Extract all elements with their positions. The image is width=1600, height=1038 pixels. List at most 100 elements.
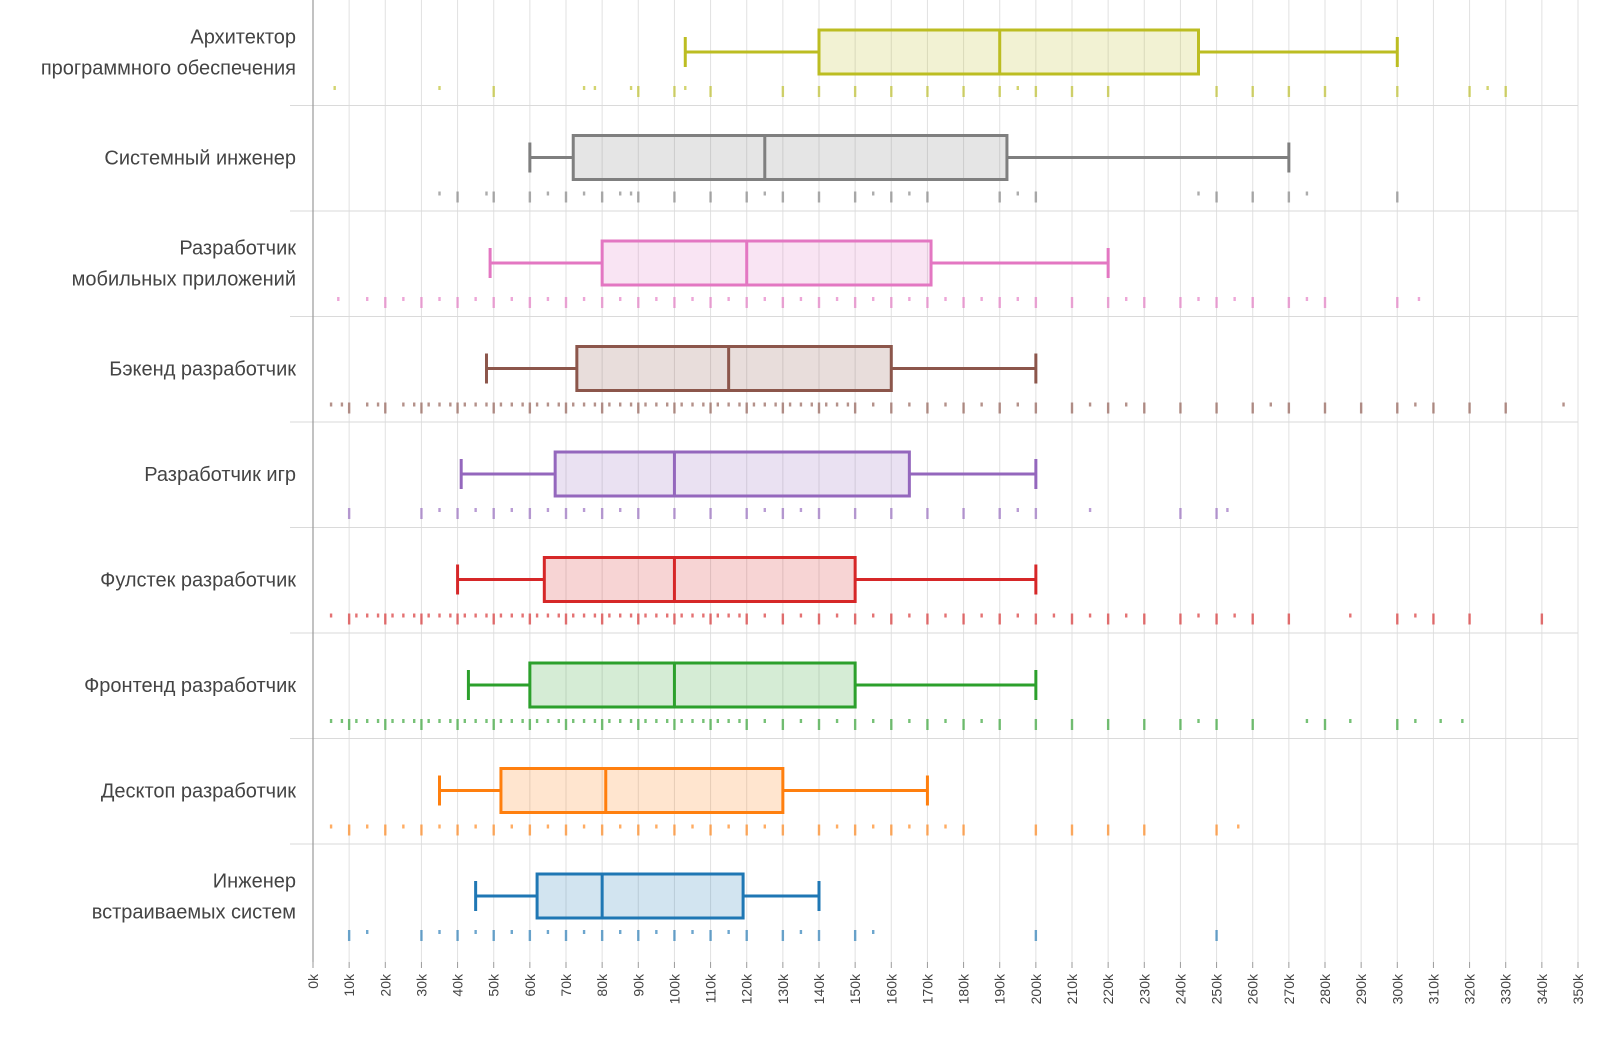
series-0-point-21 <box>1215 86 1218 97</box>
series-5-point-39 <box>691 613 694 618</box>
series-0-point-18 <box>1034 86 1038 97</box>
series-6-point-30 <box>600 719 604 730</box>
series-4-point-2 <box>438 508 441 512</box>
series-5-point-56 <box>944 613 947 618</box>
tick-label-120k: 120k <box>739 973 755 1004</box>
series-6-point-54 <box>890 719 893 730</box>
series-1-point-11 <box>637 191 640 203</box>
series-2-point-3 <box>402 297 405 301</box>
series-8-point-13 <box>619 930 622 934</box>
series-8-point-9 <box>546 930 550 934</box>
series-5-point-42 <box>716 613 719 618</box>
series-6-point-41 <box>702 719 705 723</box>
series-5-point-8 <box>413 613 416 618</box>
series-3-point-20 <box>528 402 532 414</box>
series-5-point-41 <box>709 613 712 625</box>
series-2-point-37 <box>1016 297 1019 301</box>
series-7-point-25 <box>781 824 785 836</box>
series-7-point-14 <box>582 824 586 829</box>
series-2-point-50 <box>1323 297 1327 308</box>
series-3-point-11 <box>449 402 452 407</box>
series-6-point-16 <box>474 719 477 723</box>
series-8-label-line-1: встраиваемых систем <box>92 902 296 924</box>
series-2-point-22 <box>745 297 748 308</box>
series-4-point-21 <box>853 508 857 519</box>
series-8-point-4 <box>456 930 459 941</box>
series-6-point-44 <box>727 719 730 723</box>
series-3-point-61 <box>944 402 947 407</box>
series-2-point-24 <box>781 297 785 308</box>
series-3-point-67 <box>1070 402 1074 414</box>
boxes-layer <box>438 28 1399 920</box>
series-7-point-21 <box>709 824 712 836</box>
series-5-point-74 <box>1349 613 1352 618</box>
series-3-point-7 <box>413 402 416 407</box>
series-5-point-64 <box>1088 613 1092 618</box>
series-3-point-14 <box>474 402 477 407</box>
series-5-point-34 <box>644 613 647 618</box>
series-2-point-12 <box>564 297 568 308</box>
tick-label-190k: 190k <box>992 973 1008 1004</box>
series-6-point-5 <box>376 719 380 723</box>
series-1-point-16 <box>781 191 785 203</box>
series-2-point-20 <box>709 297 712 308</box>
series-3-point-6 <box>402 402 405 407</box>
series-4-point-17 <box>763 508 766 512</box>
category-labels: Архитектор программного обеспечения Систем… <box>41 27 296 924</box>
series-4-point-10 <box>582 508 586 512</box>
series-7-point-9 <box>492 824 495 836</box>
series-5-point-33 <box>637 613 640 625</box>
series-6-point-56 <box>926 719 929 730</box>
series-6-point-11 <box>427 719 430 723</box>
series-6-point-60 <box>998 719 1001 730</box>
series-2-point-1 <box>366 297 369 301</box>
tick-label-320k: 320k <box>1462 973 1478 1004</box>
tick-label-90k: 90k <box>630 973 646 997</box>
series-1-point-19 <box>872 191 875 196</box>
series-5-point-54 <box>908 613 911 618</box>
series-6-point-27 <box>572 719 575 723</box>
series-3-point-50 <box>799 402 803 407</box>
series-3-point-17 <box>499 402 503 407</box>
series-7-point-23 <box>745 824 748 836</box>
series-3-point-48 <box>781 402 785 414</box>
series-1-point-31 <box>1396 191 1399 203</box>
series-5-point-7 <box>402 613 405 618</box>
series-4-point-7 <box>528 508 532 519</box>
series-7-point-5 <box>420 824 423 836</box>
series-5-point-55 <box>926 613 929 625</box>
series-3-point-45 <box>752 402 756 407</box>
series-2-point-16 <box>637 297 640 308</box>
series-5-point-38 <box>680 613 683 618</box>
series-7-point-28 <box>853 824 857 836</box>
series-8-point-23 <box>817 930 821 941</box>
series-4-point-23 <box>926 508 929 519</box>
series-8-label-line-0: Инженер <box>213 871 296 893</box>
series-5-point-70 <box>1215 613 1218 625</box>
series-5-label-line-0: Фулстек разработчик <box>100 570 296 592</box>
series-7-point-2 <box>366 824 369 829</box>
series-3-point-83 <box>1504 402 1507 414</box>
tick-label-10k: 10k <box>341 973 357 997</box>
series-3-box <box>575 345 893 392</box>
series-8-point-25 <box>872 930 875 934</box>
series-7-point-12 <box>546 824 550 829</box>
series-4-point-16 <box>745 508 748 519</box>
series-0-point-19 <box>1070 86 1074 97</box>
series-6-point-49 <box>799 719 803 723</box>
series-6-point-59 <box>980 719 983 723</box>
category-separators <box>290 105 1578 845</box>
series-2-point-35 <box>980 297 983 301</box>
series-7-point-32 <box>926 824 929 836</box>
series-2-point-51 <box>1396 297 1399 308</box>
series-1-point-25 <box>1034 191 1038 203</box>
series-5-point-24 <box>557 613 560 618</box>
series-2-point-44 <box>1197 297 1200 301</box>
series-0-point-22 <box>1251 86 1254 97</box>
tick-label-160k: 160k <box>883 973 899 1004</box>
series-2-point-29 <box>872 297 875 301</box>
series-3-point-0 <box>329 402 333 407</box>
series-6-point-6 <box>384 719 387 730</box>
series-5-point-61 <box>1034 613 1038 625</box>
tick-label-350k: 350k <box>1570 973 1586 1004</box>
